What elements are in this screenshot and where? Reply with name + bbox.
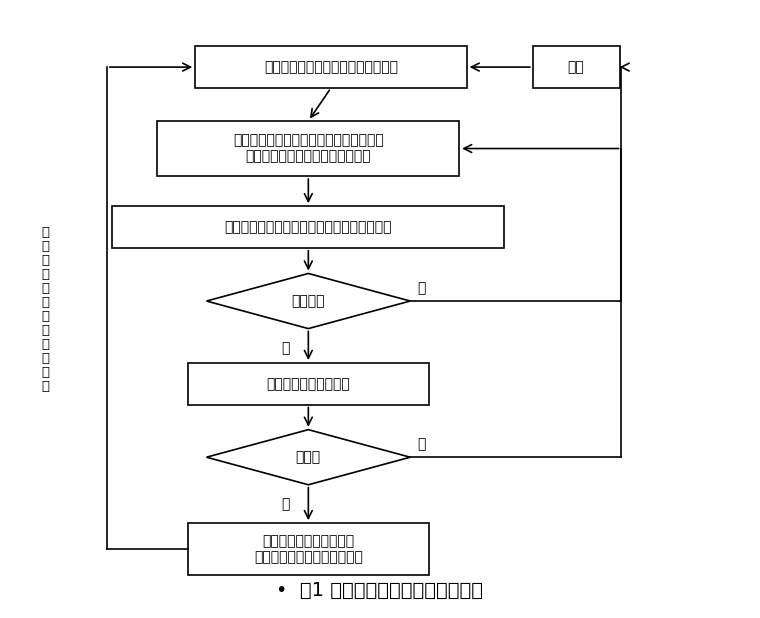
Text: 进
入
下
一
单
元
（
工
序
）
工
程: 进 入 下 一 单 元 （ 工 序 ） 工 程 [42,226,50,392]
Text: 是: 是 [281,497,290,511]
FancyBboxPatch shape [195,46,467,88]
Polygon shape [207,430,410,485]
FancyBboxPatch shape [112,206,505,248]
FancyBboxPatch shape [188,523,429,575]
FancyBboxPatch shape [188,363,429,405]
Text: 施工单位进行自检，作好施工记录，填报
单元（工序）工程施工质量评定表: 施工单位进行自检，作好施工记录，填报 单元（工序）工程施工质量评定表 [233,133,384,164]
Polygon shape [207,274,410,329]
FancyBboxPatch shape [157,121,459,176]
Text: 审核结果: 审核结果 [292,294,325,308]
Text: 监理单位审核、签认单元
（工序）工程施工质量评定表: 监理单位审核、签认单元 （工序）工程施工质量评定表 [254,534,363,564]
Text: 合格否: 合格否 [296,450,321,464]
Text: 否: 否 [418,281,426,295]
Text: 否: 否 [418,437,426,451]
Text: 是: 是 [281,341,290,355]
FancyBboxPatch shape [533,46,619,88]
Text: 监理单位审核自检资料是否真实、可靠、完整: 监理单位审核自检资料是否真实、可靠、完整 [224,220,392,234]
Text: 单元（工序）工程施工（处理）完毕: 单元（工序）工程施工（处理）完毕 [264,60,398,74]
Text: 处理: 处理 [568,60,584,74]
Text: 监理单位现场抽样检验: 监理单位现场抽样检验 [267,377,350,391]
Text: •  图1 单元工程质量检验工作程序图: • 图1 单元工程质量检验工作程序图 [277,581,483,600]
